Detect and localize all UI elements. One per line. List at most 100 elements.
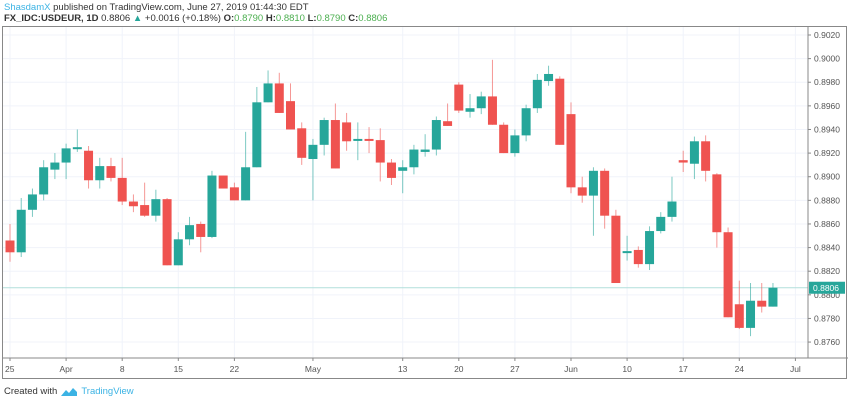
candle[interactable] [622,235,632,261]
last-price: 0.8806 [101,13,131,24]
candle[interactable] [274,72,284,113]
price-tick-label: 0.8820 [814,266,840,276]
time-tick-label: Jun [564,364,578,374]
price-tick-label: 0.8800 [814,290,840,300]
candle[interactable] [72,129,82,152]
candle[interactable] [465,94,475,118]
candle[interactable] [207,170,217,239]
price-tick-label: 0.8780 [814,313,840,323]
candle[interactable] [173,232,183,266]
open-label: O: [223,13,235,24]
candle[interactable] [454,82,464,113]
candle[interactable] [757,283,767,313]
candle[interactable] [196,221,206,253]
last-price-badge: 0.8806 [809,281,845,294]
candle[interactable] [50,153,60,180]
price-tick-label: 0.8920 [814,148,840,158]
chart-frame[interactable]: 0.9020 0.9000 0.8980 0.8960 0.8940 0.8920 0.89… [2,26,848,380]
candle[interactable] [577,176,587,203]
candle[interactable] [95,157,105,189]
candle[interactable] [487,59,497,125]
candle[interactable] [61,143,71,180]
candle[interactable] [667,176,677,222]
candle[interactable] [229,182,239,201]
time-tick-label: 17 [678,364,688,374]
candle[interactable] [510,129,520,157]
candle[interactable] [342,112,352,151]
published-text: published on TradingView.com, June 27, 2… [50,2,309,13]
candle[interactable] [611,209,621,284]
candle[interactable] [476,91,486,115]
candle[interactable] [723,227,733,318]
candle[interactable] [106,157,116,182]
symbol-info: FX_IDC:USDEUR, 1D 0.8806 ▲ +0.0016 (+0.1… [4,13,387,24]
candle[interactable] [375,128,385,182]
time-tick-label: 10 [622,364,632,374]
candle[interactable] [162,197,172,266]
close-label: C: [348,13,359,24]
candle[interactable] [746,283,756,337]
candle[interactable] [353,122,363,161]
candle[interactable] [532,73,542,113]
symbol-label: FX_IDC:USDEUR, 1D [4,13,99,24]
candle[interactable] [263,70,273,103]
candle[interactable] [689,136,699,180]
low-value: 0.8790 [316,13,346,24]
publish-info: ShasdamX published on TradingView.com, J… [4,2,309,13]
candle[interactable] [443,103,453,126]
candle[interactable] [286,83,295,130]
candle[interactable] [633,246,643,268]
candle[interactable] [645,226,655,271]
candle[interactable] [5,223,15,262]
candle[interactable] [409,144,419,175]
candle[interactable] [140,182,150,217]
candle[interactable] [319,117,329,156]
up-arrow-icon: ▲ [132,13,143,24]
candle[interactable] [431,116,441,156]
candle[interactable] [712,173,722,248]
candlestick-chart[interactable]: 0.9020 0.9000 0.8980 0.8960 0.8940 0.8920 0.89… [3,27,848,380]
candle[interactable] [521,104,531,142]
time-tick-label: 13 [398,364,408,374]
candle[interactable] [16,197,26,258]
time-tick-label: 24 [735,364,745,374]
high-value: 0.8810 [275,13,305,24]
tradingview-link[interactable]: TradingView [81,386,134,397]
candle[interactable] [308,138,318,201]
candle[interactable] [185,216,195,246]
candle[interactable] [218,175,228,189]
candle[interactable] [252,86,262,168]
author-link[interactable]: ShasdamX [4,2,51,13]
candle[interactable] [600,168,610,229]
time-tick-label: 15 [174,364,184,374]
candle[interactable] [386,159,396,185]
candle[interactable] [84,146,94,189]
candle[interactable] [544,65,554,86]
candle[interactable] [398,160,408,194]
candle[interactable] [364,127,374,154]
candle[interactable] [420,134,430,157]
tradingview-logo-icon [61,387,78,396]
candle[interactable] [241,131,251,201]
candle[interactable] [734,280,744,330]
candle[interactable] [297,122,307,165]
time-tick-label: 27 [510,364,520,374]
candle[interactable] [701,135,711,182]
candle[interactable] [27,188,37,217]
candle[interactable] [768,283,778,307]
candle[interactable] [128,194,138,213]
candle[interactable] [499,122,509,154]
candle[interactable] [566,102,576,194]
low-label: L: [307,13,317,24]
candle[interactable] [151,189,161,222]
candle[interactable] [555,76,565,145]
candle[interactable] [588,167,598,236]
candle[interactable] [656,212,666,234]
price-tick-label: 0.8860 [814,219,840,229]
created-with-label: Created with [4,386,58,397]
time-tick-label: 8 [120,364,125,374]
candle[interactable] [117,157,127,206]
candle[interactable] [678,150,688,172]
candle[interactable] [330,103,340,169]
candle[interactable] [39,160,49,201]
